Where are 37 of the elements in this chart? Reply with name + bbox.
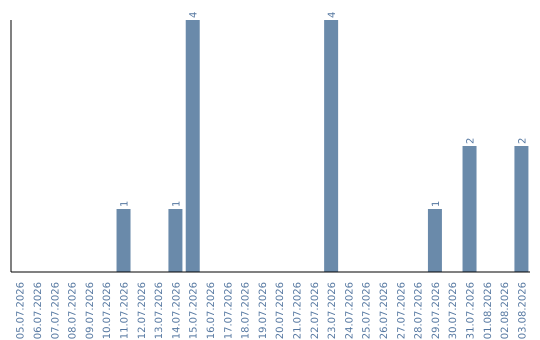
- data-label: 1: [430, 200, 442, 207]
- x-tick-label: 27.07.2026: [396, 282, 408, 340]
- x-tick-label: 29.07.2026: [430, 282, 442, 340]
- x-tick-label: 01.08.2026: [482, 282, 494, 340]
- x-tick-label: 17.07.2026: [223, 282, 234, 340]
- x-tick-label: 18.07.2026: [240, 282, 252, 340]
- x-tick-label: 13.07.2026: [154, 282, 166, 340]
- x-tick-label: 12.07.2026: [136, 282, 148, 340]
- data-label: 4: [188, 12, 200, 18]
- x-tick-label: 08.07.2026: [68, 282, 79, 340]
- x-tick-label: 05.07.2026: [16, 282, 27, 340]
- x-tick-label: 15.07.2026: [188, 282, 200, 340]
- data-label: 2: [517, 138, 528, 144]
- x-tick-label: 07.07.2026: [50, 282, 62, 340]
- x-tick-label: 16.07.2026: [206, 282, 217, 340]
- x-tick-label: 26.07.2026: [378, 282, 390, 340]
- x-tick-label: 25.07.2026: [362, 282, 373, 340]
- x-tick-label: 20.07.2026: [275, 282, 286, 340]
- x-tick-label: 23.07.2026: [327, 282, 338, 340]
- x-tick-label: 24.07.2026: [344, 282, 356, 340]
- x-tick-label: 22.07.2026: [310, 282, 321, 340]
- x-tick-label: 19.07.2026: [258, 282, 269, 340]
- x-tick-label: 31.07.2026: [465, 282, 476, 340]
- x-tick-label: 30.07.2026: [448, 282, 460, 340]
- x-tick-label: 28.07.2026: [414, 282, 425, 340]
- x-tick-label: 14.07.2026: [171, 282, 182, 340]
- x-tick-label: 10.07.2026: [102, 282, 114, 340]
- x-tick-label: 09.07.2026: [84, 282, 96, 340]
- x-tick-label: 11.07.2026: [119, 282, 130, 340]
- x-tick-label: 02.08.2026: [500, 282, 512, 340]
- x-tick-label: 03.08.2026: [517, 282, 528, 340]
- data-label: 4: [327, 12, 338, 18]
- data-label: 1: [120, 200, 131, 207]
- data-label: 2: [466, 138, 477, 144]
- data-label: 1: [171, 200, 182, 207]
- x-tick-label: 06.07.2026: [32, 282, 44, 340]
- x-tick-label: 21.07.2026: [292, 282, 304, 340]
